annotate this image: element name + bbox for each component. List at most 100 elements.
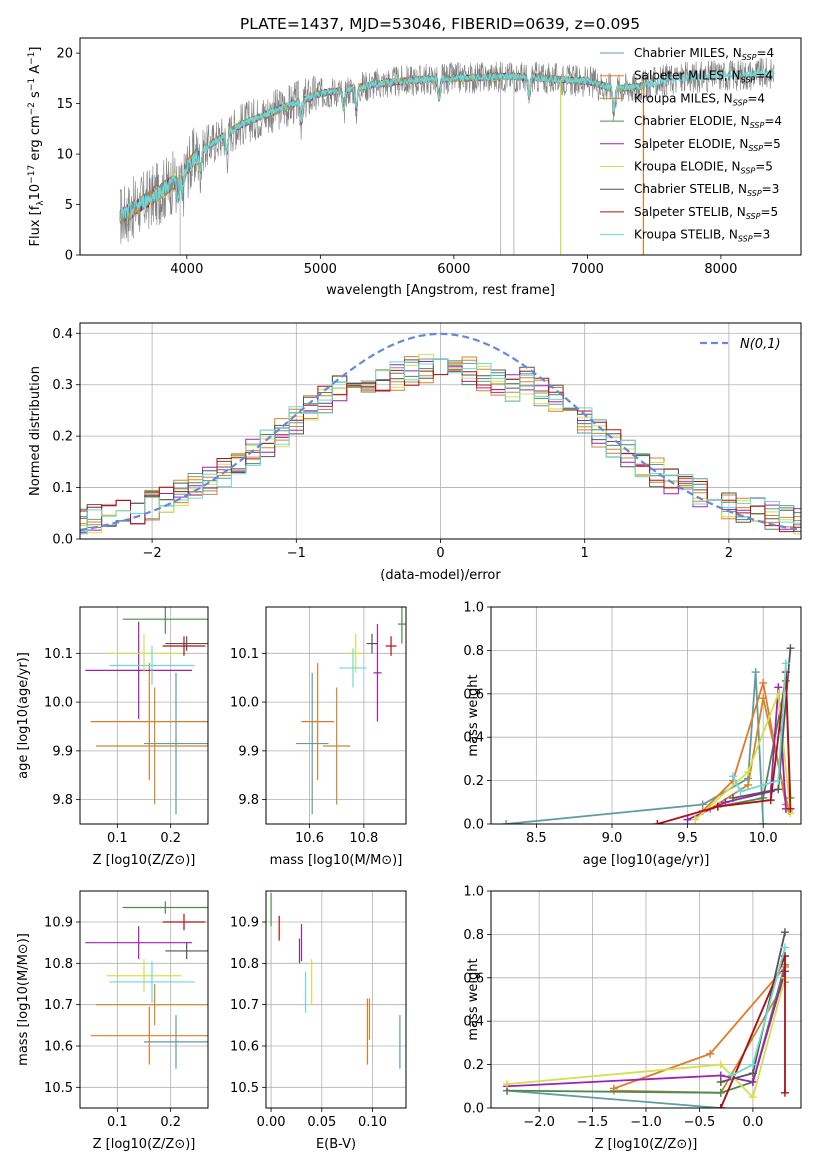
legend-label-tail: =5 bbox=[763, 137, 781, 151]
weight-marker bbox=[503, 1080, 512, 1089]
y-axis-label-part: λ bbox=[36, 200, 46, 206]
y-tick-label: 0.4 bbox=[52, 327, 73, 342]
weight-marker bbox=[716, 1077, 725, 1086]
x-axis-label: Z [log10(Z/Z⊙)] bbox=[93, 1137, 196, 1152]
weight-line bbox=[506, 971, 786, 1088]
figure-title: PLATE=1437, MJD=53046, FIBERID=0639, z=0… bbox=[240, 15, 640, 33]
legend-label-tail: =4 bbox=[756, 46, 774, 60]
legend-label: Chabrier STELIB, NSSP=3 bbox=[634, 182, 779, 198]
model-fit-line bbox=[119, 68, 775, 221]
panel-massweight-vs-Z: −2.0 −1.5 −1.0 −0.5 0.0 0.0 0.2 0.4 0.6 0.8 1.0 Z [… bbox=[463, 885, 802, 1152]
y-axis-label: Normed distribution bbox=[28, 366, 43, 496]
y-tick-label: 0.8 bbox=[463, 928, 484, 943]
legend-label-sub: SSP bbox=[733, 98, 748, 107]
x-tick-label: 0 bbox=[436, 546, 444, 561]
weight-marker bbox=[716, 1088, 725, 1097]
weight-marker bbox=[759, 678, 768, 687]
legend-label: Kroupa ELODIE, NSSP=5 bbox=[634, 160, 773, 176]
weight-marker bbox=[786, 644, 795, 653]
panel-age-vs-mass: 10.6 10.8 9.8 9.9 10.0 10.1 mass [log10(M/M⊙)] bbox=[230, 606, 407, 868]
weight-line bbox=[506, 977, 786, 1099]
legend-label-sub: SSP bbox=[738, 235, 753, 244]
weight-marker bbox=[609, 1086, 618, 1095]
x-tick-label: 2 bbox=[725, 546, 733, 561]
y-tick-label: 0.6 bbox=[463, 687, 484, 702]
legend-label: Chabrier ELODIE, NSSP=4 bbox=[634, 114, 782, 130]
y-tick-label: 10.5 bbox=[230, 1081, 259, 1096]
x-tick-label: 8000 bbox=[704, 262, 737, 277]
y-tick-label: 0.2 bbox=[463, 1058, 484, 1073]
legend-label-tail: =5 bbox=[760, 205, 778, 219]
x-tick-label: −1.0 bbox=[630, 1115, 662, 1130]
legend-label-text: Chabrier ELODIE, N bbox=[634, 114, 750, 128]
legend-label: Salpeter MILES, NSSP=4 bbox=[634, 69, 773, 85]
legend-label-tail: =4 bbox=[755, 69, 773, 83]
y-axis-label: mass [log10(M/M⊙)] bbox=[16, 933, 31, 1066]
histogram-step bbox=[80, 369, 801, 533]
y-tick-label: 9.9 bbox=[52, 744, 73, 759]
weight-marker bbox=[781, 659, 790, 668]
x-tick-label: 0.10 bbox=[358, 1115, 387, 1130]
x-tick-label: −1 bbox=[287, 546, 306, 561]
plot-area bbox=[85, 607, 208, 815]
y-tick-label: 10.5 bbox=[44, 1081, 73, 1096]
legend-label-tail: =5 bbox=[755, 160, 773, 174]
y-tick-label: 0.0 bbox=[52, 533, 73, 548]
legend-label-text: Chabrier MILES, N bbox=[634, 46, 742, 60]
y-tick-label: 10.9 bbox=[230, 916, 259, 931]
y-tick-label: 10.8 bbox=[44, 957, 73, 972]
y-tick-label: 9.9 bbox=[238, 744, 259, 759]
axes-frame bbox=[79, 890, 209, 1109]
plot-area bbox=[503, 928, 789, 1108]
legend-label: Salpeter STELIB, NSSP=5 bbox=[634, 205, 778, 221]
weight-marker bbox=[748, 1069, 757, 1078]
legend-label-text: Salpeter ELODIE, N bbox=[634, 137, 748, 151]
y-tick-label: 10.1 bbox=[230, 647, 259, 662]
y-tick-label: 0.2 bbox=[52, 430, 73, 445]
x-tick-label: 5000 bbox=[304, 262, 337, 277]
legend-label: Salpeter ELODIE, NSSP=5 bbox=[634, 137, 781, 153]
legend-label: Kroupa STELIB, NSSP=3 bbox=[634, 228, 770, 244]
legend-label-tail: =4 bbox=[747, 91, 765, 105]
weight-marker bbox=[736, 787, 745, 796]
x-axis-label: (data-model)/error bbox=[380, 568, 501, 583]
x-tick-label: 0.0 bbox=[743, 1115, 764, 1130]
y-axis-label-part: −1 bbox=[27, 52, 37, 65]
weight-marker bbox=[780, 943, 789, 952]
legend-label-text: Kroupa MILES, N bbox=[634, 91, 733, 105]
y-tick-label: 0.4 bbox=[463, 1015, 484, 1030]
x-axis-label: Z [log10(Z/Z⊙)] bbox=[595, 1137, 698, 1152]
y-tick-label: 0.6 bbox=[463, 971, 484, 986]
y-tick-label: 10.0 bbox=[44, 696, 73, 711]
x-tick-label: 0.2 bbox=[160, 1115, 181, 1130]
weight-marker bbox=[653, 820, 662, 824]
weight-line bbox=[732, 663, 787, 793]
y-tick-label: 10.9 bbox=[44, 916, 73, 931]
x-tick-label: 0.2 bbox=[160, 831, 181, 846]
weight-marker bbox=[751, 668, 760, 677]
x-tick-label: 4000 bbox=[170, 262, 203, 277]
plot-area bbox=[80, 332, 801, 535]
y-tick-label: 20 bbox=[56, 47, 73, 62]
model-fit-line bbox=[119, 72, 644, 224]
legend-label-sub: SSP bbox=[750, 121, 765, 130]
weight-marker bbox=[766, 796, 775, 805]
axes-frame bbox=[79, 606, 209, 825]
legend-label-text: Chabrier STELIB, N bbox=[634, 182, 747, 196]
weight-marker bbox=[774, 689, 783, 698]
y-tick-label: 0 bbox=[65, 249, 73, 264]
weight-marker bbox=[748, 1093, 757, 1102]
x-tick-label: −2.0 bbox=[523, 1115, 555, 1130]
weight-marker bbox=[748, 1060, 757, 1069]
legend-label: Chabrier MILES, NSSP=4 bbox=[634, 46, 774, 62]
y-tick-label: 10.7 bbox=[44, 998, 73, 1013]
axes-frame bbox=[79, 37, 802, 256]
weight-marker bbox=[716, 1104, 725, 1108]
y-tick-label: 10.8 bbox=[230, 957, 259, 972]
weight-marker bbox=[780, 928, 789, 937]
y-tick-label: 5 bbox=[65, 198, 73, 213]
y-tick-label: 0.8 bbox=[463, 644, 484, 659]
y-axis-label-part: s bbox=[28, 91, 43, 102]
x-tick-label: −2 bbox=[143, 546, 162, 561]
y-tick-label: 9.8 bbox=[52, 793, 73, 808]
